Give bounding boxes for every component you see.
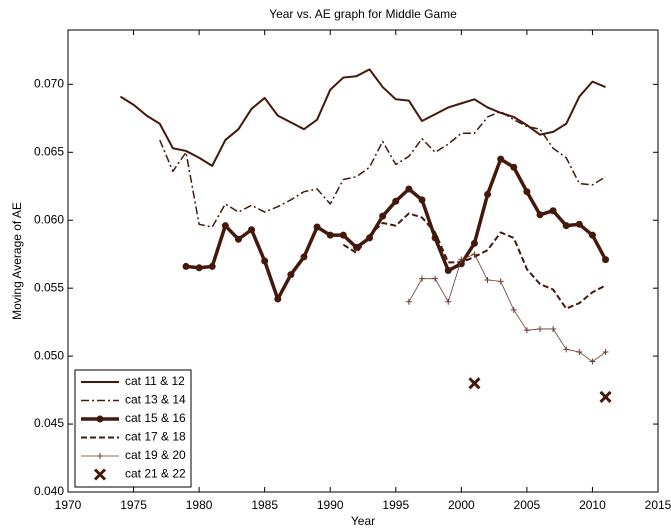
y-tick-label: 0.065 — [34, 144, 64, 158]
legend-label: cat 11 & 12 — [125, 374, 185, 388]
x-tick-label: 1975 — [120, 498, 147, 512]
marker — [195, 264, 203, 272]
legend-label: cat 19 & 20 — [125, 448, 186, 462]
legend: cat 11 & 12 cat 13 & 14 cat 15 & 16 cat 17 … — [74, 369, 192, 488]
marker — [458, 256, 465, 263]
marker — [536, 211, 544, 219]
marker — [562, 222, 570, 230]
marker — [405, 185, 413, 193]
marker — [550, 325, 557, 332]
marker — [182, 262, 190, 270]
marker — [510, 306, 517, 313]
marker — [510, 163, 518, 171]
y-tick-label: 0.055 — [34, 280, 64, 294]
marker — [484, 277, 491, 284]
marker — [431, 234, 439, 242]
marker — [300, 253, 308, 261]
legend-swatch — [93, 468, 107, 481]
x-tick-label: 2000 — [448, 498, 475, 512]
marker — [497, 155, 505, 163]
marker — [445, 298, 452, 305]
marker — [418, 196, 426, 204]
x-tick-label: 1990 — [317, 498, 344, 512]
legend-box — [74, 369, 192, 488]
legend-label: cat 15 & 16 — [125, 411, 186, 425]
marker — [599, 390, 612, 403]
x-axis-label: Year — [351, 514, 375, 528]
x-tick-label: 1980 — [186, 498, 213, 512]
y-tick-label: 0.045 — [34, 416, 64, 430]
legend-swatch — [97, 453, 103, 459]
marker — [444, 267, 452, 275]
marker — [274, 295, 282, 303]
marker — [470, 239, 478, 247]
marker — [523, 188, 531, 196]
marker — [588, 231, 596, 239]
marker — [339, 231, 347, 239]
series-line — [159, 110, 606, 228]
marker — [563, 346, 570, 353]
marker — [326, 231, 334, 239]
marker — [248, 226, 256, 234]
x-tick-label: 2015 — [645, 498, 671, 512]
y-tick-label: 0.040 — [34, 484, 64, 498]
marker — [419, 275, 425, 282]
legend-label: cat 13 & 14 — [125, 393, 186, 407]
marker — [392, 197, 400, 205]
x-tick-label: 1995 — [382, 498, 409, 512]
marker — [287, 271, 295, 279]
marker — [221, 222, 229, 230]
marker — [602, 256, 610, 264]
marker — [313, 223, 321, 231]
marker — [366, 234, 374, 242]
marker — [576, 349, 583, 356]
y-tick-label: 0.060 — [34, 212, 64, 226]
x-tick-label: 2005 — [514, 498, 541, 512]
x-tick-label: 2010 — [579, 498, 606, 512]
y-tick-label: 0.070 — [34, 77, 64, 91]
x-tick-label: 1985 — [251, 498, 278, 512]
marker — [261, 257, 269, 265]
x-tick-label: 1970 — [55, 498, 82, 512]
y-tick-label: 0.050 — [34, 348, 64, 362]
marker — [602, 349, 609, 356]
marker — [468, 377, 481, 390]
marker — [405, 298, 412, 305]
marker — [208, 262, 216, 270]
marker — [497, 278, 504, 285]
marker — [589, 358, 596, 365]
chart-title: Year vs. AE graph for Middle Game — [269, 7, 457, 21]
marker — [537, 325, 543, 332]
series-line — [119, 68, 606, 167]
marker — [234, 235, 242, 243]
marker — [523, 327, 530, 334]
plot-area — [67, 29, 659, 493]
y-axis-label: Moving Average of AE — [10, 202, 24, 320]
series-line — [408, 253, 606, 362]
marker — [549, 207, 557, 215]
legend-swatch — [96, 415, 104, 423]
legend-label: cat 21 & 22 — [125, 467, 186, 481]
marker — [432, 275, 439, 282]
legend-label: cat 17 & 18 — [125, 430, 186, 444]
marker — [379, 212, 387, 220]
marker — [575, 220, 583, 228]
marker — [484, 190, 492, 198]
marker — [471, 251, 478, 258]
